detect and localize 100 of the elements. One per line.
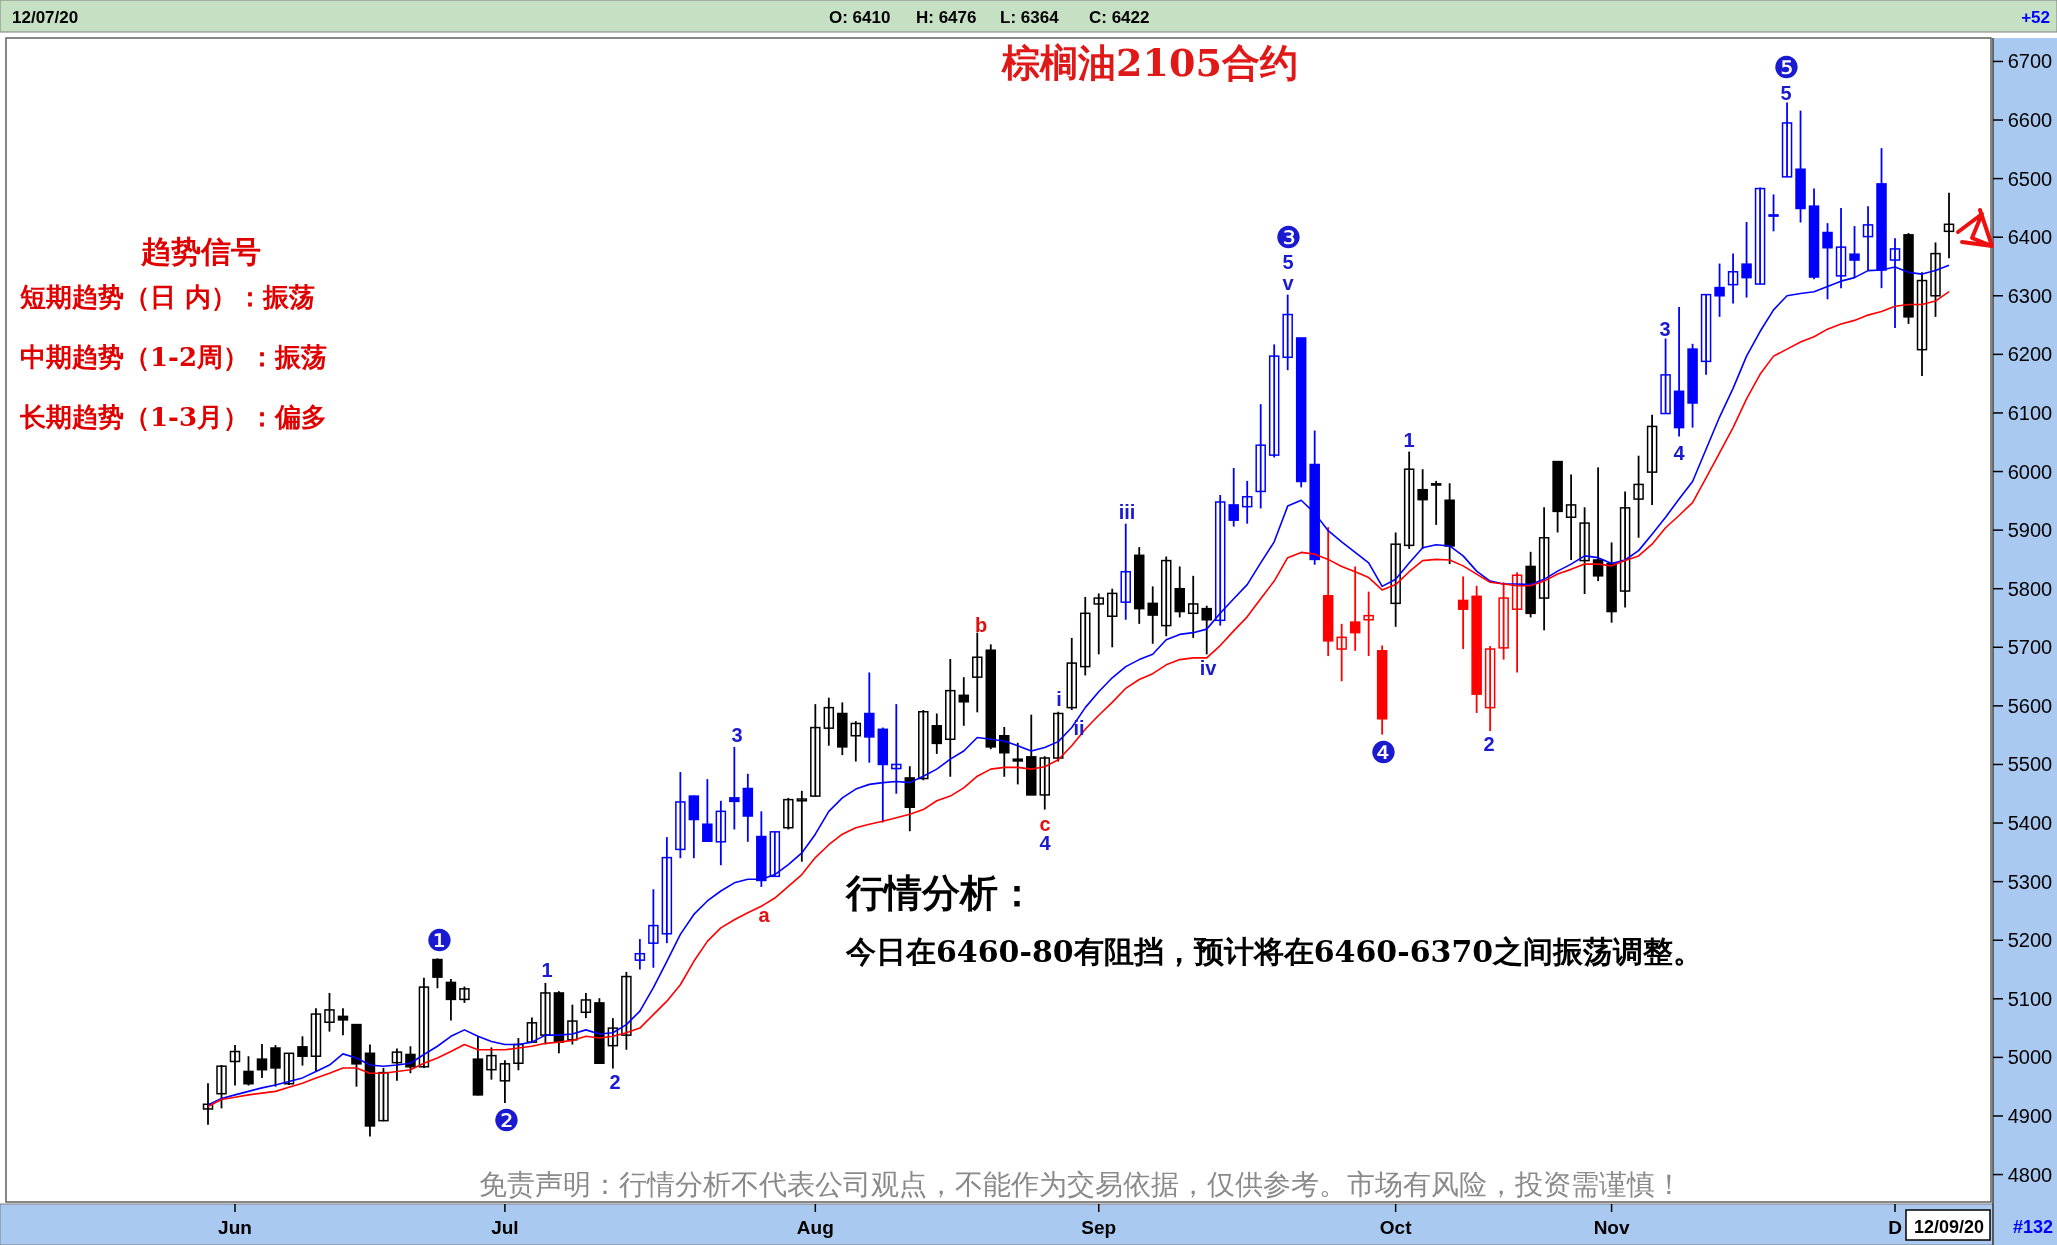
candlestick: [1039, 755, 1051, 811]
candlestick: [243, 1055, 254, 1087]
candlestick: [526, 1016, 538, 1044]
annotation: 免责声明：行情分析不代表公司观点，不能作为交易依据，仅供参考。市场有风险，投资需谨慎！: [479, 1168, 1683, 1201]
candlestick: [229, 1044, 241, 1087]
text: H: 6476: [916, 8, 977, 27]
annotation: 4: [1039, 832, 1052, 854]
x-tick-label: Oct: [1379, 1217, 1413, 1238]
x-tick-label: Aug: [796, 1217, 834, 1238]
candlestick: [1457, 575, 1469, 650]
y-tick-label: 5800: [2007, 577, 2053, 600]
x-tick-label: Jul: [491, 1217, 519, 1238]
annotation: 3: [1659, 318, 1671, 340]
candlestick: [445, 977, 457, 1022]
candlestick: [931, 712, 943, 755]
candlestick: [378, 1067, 389, 1123]
annotation: 长期趋势（1-3月）：偏多: [19, 402, 327, 432]
candlestick: [1282, 293, 1293, 372]
y-tick-label: 4900: [2007, 1104, 2053, 1127]
annotation: 5: [1282, 251, 1294, 273]
candlestick: [1538, 506, 1550, 632]
candlestick: [1093, 592, 1104, 656]
annotation: 5: [1780, 82, 1792, 104]
candlestick: [1754, 186, 1766, 285]
chart-title: 棕榈油2105合约: [1001, 40, 1298, 85]
candlestick: [391, 1047, 403, 1082]
candlestick: [1349, 565, 1361, 652]
annotation: ❹: [1369, 736, 1397, 769]
annotation: b: [974, 614, 988, 636]
annotation: iv: [1199, 657, 1218, 679]
candlestick: [783, 796, 794, 831]
candlestick: [1160, 555, 1172, 638]
annotation: ❸: [1274, 221, 1302, 254]
y-tick-label: 5700: [2007, 636, 2053, 659]
candlestick: [270, 1044, 281, 1088]
annotation: 行情分析：: [844, 870, 1036, 915]
candlestick: [621, 970, 632, 1051]
text: +52: [2021, 8, 2050, 27]
y-tick-label: 6000: [2007, 460, 2053, 483]
y-tick-label: 4800: [2007, 1163, 2053, 1186]
candlestick: [1080, 596, 1091, 677]
candlestick: [432, 957, 443, 990]
candlestick: [486, 1046, 497, 1081]
y-tick-label: 6500: [2007, 167, 2053, 190]
candlestick: [864, 671, 875, 764]
candlestick: [1417, 468, 1428, 550]
candlestick: [1916, 271, 1928, 377]
y-tick-label: 5500: [2007, 753, 2053, 776]
candlestick: [1336, 622, 1347, 683]
candlestick: [1241, 480, 1253, 525]
candlestick: [1498, 581, 1509, 661]
annotation: c: [1039, 813, 1051, 835]
candlestick: [1106, 587, 1118, 649]
candlestick: [1565, 473, 1577, 561]
candlestick: [850, 720, 862, 763]
x-tick-label: D: [1888, 1217, 1902, 1238]
text: C: 6422: [1089, 8, 1150, 27]
candlestick: [999, 726, 1010, 778]
candlestick: [1174, 565, 1185, 619]
candlestick: [702, 778, 713, 843]
annotation: 2: [609, 1071, 621, 1093]
candlestick: [1484, 645, 1496, 732]
text: 12/07/20: [12, 8, 79, 27]
candlestick: [310, 1007, 322, 1073]
y-tick-label: 6600: [2007, 109, 2053, 132]
candlestick: [1201, 604, 1212, 656]
x-tick-label: Sep: [1081, 1217, 1117, 1238]
x-tick-label: Jun: [218, 1217, 252, 1238]
annotation: iii: [1118, 501, 1136, 523]
candlestick: [810, 703, 821, 797]
candlestick: [715, 799, 727, 867]
y-tick-label: 5100: [2007, 987, 2053, 1010]
candlestick: [1228, 467, 1239, 528]
candlestick: [675, 771, 686, 860]
candlestick: [567, 1003, 578, 1046]
y-tick-label: 5300: [2007, 870, 2053, 893]
candlestick: [418, 976, 430, 1069]
candlestick: [1390, 531, 1401, 628]
candlestick: [1255, 403, 1266, 510]
x-tick-label: Nov: [1593, 1217, 1630, 1238]
candlestick: [1714, 262, 1725, 318]
candlestick: [1619, 490, 1631, 609]
candlestick: [1741, 221, 1752, 299]
candlestick: [1700, 293, 1712, 376]
annotation: a: [758, 904, 771, 926]
candlestick: [580, 992, 592, 1020]
annotation: 1: [541, 959, 553, 981]
candlestick: [729, 745, 740, 831]
candlestick: [1430, 480, 1442, 526]
candlestick: [1120, 522, 1131, 621]
y-tick-label: 5000: [2007, 1046, 2053, 1069]
candlestick: [661, 836, 673, 945]
y-tick-label: 6300: [2007, 284, 2053, 307]
candlestick: [513, 1037, 524, 1072]
candlestick: [972, 631, 983, 714]
y-tick-label: 5200: [2007, 929, 2053, 952]
candlestick: [1768, 193, 1779, 233]
annotation: 趋势信号: [140, 234, 261, 269]
annotation: 今日在6460-80有阻挡，预计将在6460-6370之间振荡调整。: [845, 934, 1704, 969]
annotation: i: [1056, 688, 1062, 710]
